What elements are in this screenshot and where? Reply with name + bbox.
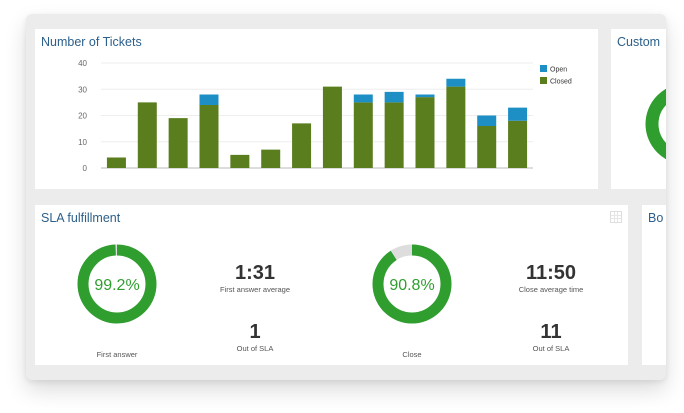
bar-open	[477, 115, 497, 126]
first-answer-out-metric: 1 Out of SLA	[195, 321, 315, 353]
close-average-metric: 11:50 Close average time	[491, 262, 611, 294]
close-donut: 90.8%	[372, 244, 452, 324]
close-out-value: 11	[540, 321, 562, 343]
legend-swatch-closed	[540, 77, 547, 84]
legend-label-closed: Closed	[550, 79, 572, 86]
first-answer-out-caption: Out of SLA	[236, 344, 274, 353]
tickets-panel: Number of Tickets 0 10 20 30 40 Open Closed	[35, 29, 598, 189]
bar-closed	[199, 105, 219, 168]
dashboard-window: Number of Tickets 0 10 20 30 40 Open Closed Cu…	[26, 14, 666, 380]
grid-menu-icon[interactable]	[610, 211, 622, 223]
bo-panel-title: Bo	[648, 211, 664, 225]
close-out-caption: Out of SLA	[532, 344, 570, 353]
first-answer-percent: 99.2%	[94, 277, 139, 294]
first-answer-average-value: 1:31	[234, 262, 276, 284]
bar-open	[446, 78, 466, 87]
bar-closed	[322, 86, 342, 168]
first-answer-donut: 99.2%	[77, 244, 157, 324]
bar-closed	[446, 86, 466, 168]
bar-closed	[106, 157, 126, 168]
customer-donut	[645, 88, 666, 160]
customer-panel-title: Custom	[617, 35, 661, 49]
bar-open	[353, 94, 373, 103]
legend-swatch-open	[540, 65, 547, 72]
bo-panel: Bo	[642, 205, 666, 365]
bar-open	[415, 94, 435, 98]
bar-closed	[292, 123, 312, 168]
close-average-caption: Close average time	[518, 285, 584, 294]
y-tick-label: 20	[78, 112, 87, 121]
bar-closed	[384, 102, 404, 168]
first-answer-out-value: 1	[249, 321, 261, 343]
bar-closed	[137, 102, 157, 168]
bar-open	[199, 94, 219, 105]
y-tick-label: 30	[78, 85, 87, 94]
customer-panel: Custom	[611, 29, 666, 189]
tickets-bar-chart: 0 10 20 30 40 Open Closed	[78, 59, 572, 173]
sla-panel: SLA fulfillment 99.2% First answer 1:31 …	[35, 205, 628, 365]
tickets-panel-title: Number of Tickets	[41, 35, 142, 49]
y-tick-label: 10	[78, 138, 87, 147]
close-average-value: 11:50	[525, 262, 577, 284]
y-tick-label: 40	[78, 59, 87, 68]
bar-closed	[415, 97, 435, 168]
first-answer-average-metric: 1:31 First answer average	[195, 262, 315, 294]
bar-open	[384, 91, 404, 103]
close-out-metric: 11 Out of SLA	[491, 321, 611, 353]
close-percent: 90.8%	[389, 277, 434, 294]
close-caption: Close	[402, 350, 422, 359]
bar-closed	[353, 102, 373, 168]
bar-closed	[261, 149, 281, 168]
bar-open	[508, 107, 528, 121]
bar-closed	[477, 126, 497, 168]
sla-panel-title: SLA fulfillment	[41, 211, 121, 225]
bar-closed	[168, 118, 188, 168]
first-answer-average-caption: First answer average	[219, 285, 291, 294]
first-answer-caption: First answer	[96, 350, 138, 359]
bar-closed	[230, 154, 250, 168]
y-tick-label: 0	[83, 164, 88, 173]
bar-closed	[508, 120, 528, 168]
legend-label-open: Open	[550, 67, 567, 74]
